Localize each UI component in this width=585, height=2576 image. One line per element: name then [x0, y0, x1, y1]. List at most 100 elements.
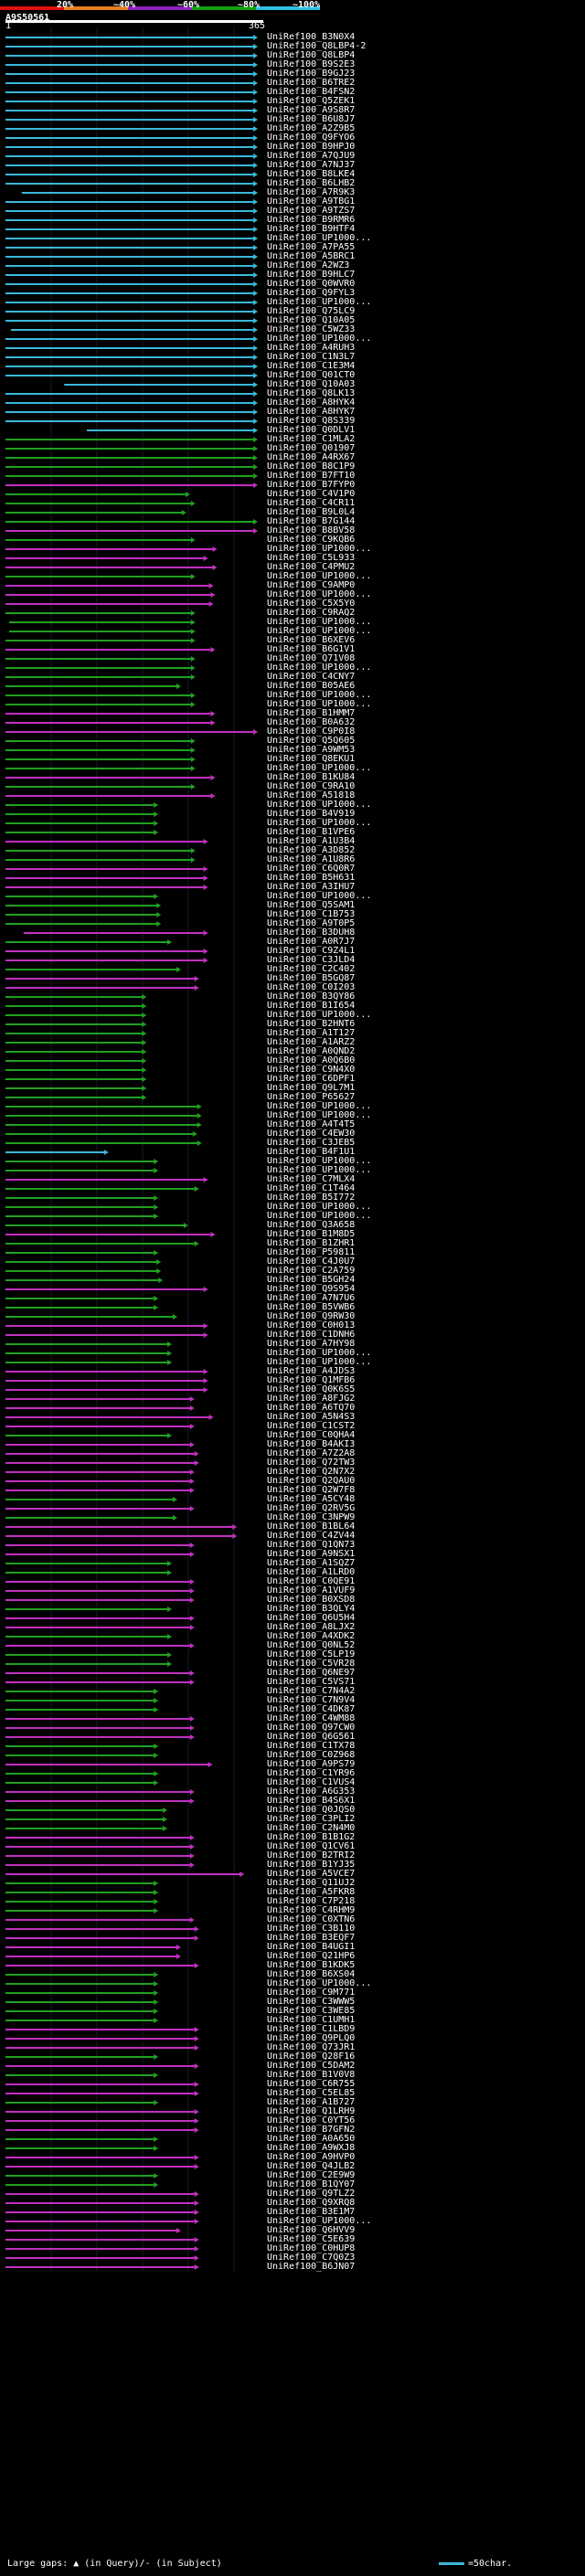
hit-label[interactable]: UniRef100_Q73JR1 [267, 2042, 356, 2052]
hit-label[interactable]: UniRef100_UP1000... [267, 1165, 372, 1175]
hit-label[interactable]: UniRef100_C5L933 [267, 553, 356, 563]
hit-label[interactable]: UniRef100_Q2W7F8 [267, 1485, 356, 1495]
hit-label[interactable]: UniRef100_B5GQ87 [267, 973, 356, 983]
hit-label[interactable]: UniRef100_B3DUH8 [267, 928, 356, 938]
hit-label[interactable]: UniRef100_UP1000... [267, 690, 372, 700]
hit-label[interactable]: UniRef100_B8BV58 [267, 525, 356, 535]
hit-label[interactable]: UniRef100_Q3A658 [267, 1220, 356, 1230]
hit-label[interactable]: UniRef100_A9S8R7 [267, 105, 356, 115]
hit-label[interactable]: UniRef100_UP1000... [267, 1010, 372, 1020]
hit-label[interactable]: UniRef100_UP1000... [267, 1978, 372, 1988]
hit-label[interactable]: UniRef100_A7R9K3 [267, 187, 356, 197]
hit-label[interactable]: UniRef100_B9GJ23 [267, 69, 356, 79]
hit-label[interactable]: UniRef100_Q9PLQ0 [267, 2033, 356, 2043]
hit-label[interactable]: UniRef100_Q6NE97 [267, 1668, 356, 1678]
hit-label[interactable]: UniRef100_P65627 [267, 1092, 356, 1102]
hit-label[interactable]: UniRef100_B8LKE4 [267, 169, 356, 179]
hit-label[interactable]: UniRef100_Q5Q605 [267, 736, 356, 746]
hit-label[interactable]: UniRef100_B7G144 [267, 516, 356, 526]
hit-label[interactable]: UniRef100_A9NSX1 [267, 1549, 356, 1559]
hit-label[interactable]: UniRef100_A2Z9B5 [267, 123, 356, 133]
hit-label[interactable]: UniRef100_C1TX78 [267, 1741, 356, 1751]
hit-label[interactable]: UniRef100_Q97CW0 [267, 1723, 356, 1733]
hit-label[interactable]: UniRef100_A9WXJ8 [267, 2143, 356, 2153]
hit-label[interactable]: UniRef100_C5E639 [267, 2234, 356, 2244]
hit-label[interactable]: UniRef100_C1YR96 [267, 1768, 356, 1778]
hit-label[interactable]: UniRef100_C2N4M0 [267, 1823, 356, 1833]
hit-label[interactable]: UniRef100_Q6G561 [267, 1732, 356, 1742]
hit-label[interactable]: UniRef100_C3JEB5 [267, 1138, 356, 1148]
hit-label[interactable]: UniRef100_UP1000... [267, 571, 372, 581]
hit-label[interactable]: UniRef100_B1YJ35 [267, 1860, 356, 1870]
hit-label[interactable]: UniRef100_Q21HP6 [267, 1951, 356, 1961]
hit-label[interactable]: UniRef100_Q8EKU1 [267, 754, 356, 764]
hit-label[interactable]: UniRef100_A9T0P5 [267, 918, 356, 928]
hit-label[interactable]: UniRef100_A4JDS3 [267, 1366, 356, 1376]
hit-label[interactable]: UniRef100_B4FSN2 [267, 87, 356, 97]
hit-label[interactable]: UniRef100_C7N9V4 [267, 1695, 356, 1705]
hit-label[interactable]: UniRef100_C3WE85 [267, 2006, 356, 2016]
hit-label[interactable]: UniRef100_B0A632 [267, 717, 356, 727]
hit-label[interactable]: UniRef100_C9RA10 [267, 781, 356, 791]
hit-label[interactable]: UniRef100_P59811 [267, 1247, 356, 1257]
hit-label[interactable]: UniRef100_C9N4X0 [267, 1065, 356, 1075]
hit-label[interactable]: UniRef100_B3N0X4 [267, 32, 356, 42]
hit-label[interactable]: UniRef100_C0Z968 [267, 1750, 356, 1760]
hit-label[interactable]: UniRef100_A4RX67 [267, 452, 356, 462]
hit-label[interactable]: UniRef100_Q5SAM1 [267, 900, 356, 910]
hit-label[interactable]: UniRef100_Q8LBP4 [267, 50, 356, 60]
hit-label[interactable]: UniRef100_A7Z2A8 [267, 1448, 356, 1458]
hit-label[interactable]: UniRef100_C0XTN6 [267, 1914, 356, 1924]
hit-label[interactable]: UniRef100_C4PMU2 [267, 562, 356, 572]
hit-label[interactable]: UniRef100_C0YT56 [267, 2115, 356, 2125]
hit-label[interactable]: UniRef100_C4V1P0 [267, 489, 356, 499]
hit-label[interactable]: UniRef100_B7FYP0 [267, 480, 356, 490]
hit-label[interactable]: UniRef100_A9TZS7 [267, 206, 356, 216]
hit-label[interactable]: UniRef100_C9M771 [267, 1988, 356, 1998]
hit-label[interactable]: UniRef100_UP1000... [267, 763, 372, 773]
hit-label[interactable]: UniRef100_B1V0V8 [267, 2070, 356, 2080]
hit-label[interactable]: UniRef100_A1U3B4 [267, 836, 356, 846]
hit-label[interactable]: UniRef100_Q8S339 [267, 416, 356, 426]
hit-label[interactable]: UniRef100_B9L0L4 [267, 507, 356, 517]
hit-label[interactable]: UniRef100_Q2N7X2 [267, 1467, 356, 1477]
hit-label[interactable]: UniRef100_UP1000... [267, 2216, 372, 2226]
hit-label[interactable]: UniRef100_C1MLA2 [267, 434, 356, 444]
hit-label[interactable]: UniRef100_Q9XRQ8 [267, 2198, 356, 2208]
hit-label[interactable]: UniRef100_B5H631 [267, 873, 356, 883]
hit-label[interactable]: UniRef100_B9RMR6 [267, 215, 356, 225]
hit-label[interactable]: UniRef100_A7N7U6 [267, 1293, 356, 1303]
hit-label[interactable]: UniRef100_C0H013 [267, 1320, 356, 1330]
hit-label[interactable]: UniRef100_A9WM53 [267, 745, 356, 755]
hit-label[interactable]: UniRef100_Q1LRH9 [267, 2106, 356, 2116]
hit-label[interactable]: UniRef100_B6G1V1 [267, 644, 356, 654]
hit-label[interactable]: UniRef100_A4XDK2 [267, 1631, 356, 1641]
hit-label[interactable]: UniRef100_C3WWW5 [267, 1997, 356, 2007]
hit-label[interactable]: UniRef100_B1KU84 [267, 772, 356, 782]
hit-label[interactable]: UniRef100_A0QND2 [267, 1046, 356, 1056]
hit-label[interactable]: UniRef100_C4ZV44 [267, 1531, 356, 1541]
hit-label[interactable]: UniRef100_A1VUF9 [267, 1585, 356, 1595]
hit-label[interactable]: UniRef100_Q0WVR0 [267, 279, 356, 289]
hit-label[interactable]: UniRef100_C9Z4L1 [267, 946, 356, 956]
hit-label[interactable]: UniRef100_B1ZHR1 [267, 1238, 356, 1248]
hit-label[interactable]: UniRef100_Q4JLB2 [267, 2161, 356, 2171]
hit-label[interactable]: UniRef100_B7GFN2 [267, 2125, 356, 2135]
hit-label[interactable]: UniRef100_C3JLD4 [267, 955, 356, 965]
hit-label[interactable]: UniRef100_A8HYK7 [267, 407, 356, 417]
hit-label[interactable]: UniRef100_A5CY48 [267, 1494, 356, 1504]
hit-label[interactable]: UniRef100_A9PS79 [267, 1759, 356, 1769]
hit-label[interactable]: UniRef100_C1E3M4 [267, 361, 356, 371]
hit-label[interactable]: UniRef100_A7NJ37 [267, 160, 356, 170]
hit-label[interactable]: UniRef100_B8C1P9 [267, 461, 356, 472]
hit-label[interactable]: UniRef100_C6Q0R7 [267, 864, 356, 874]
hit-label[interactable]: UniRef100_C4J0U7 [267, 1256, 356, 1267]
hit-label[interactable]: UniRef100_C5X5Y0 [267, 599, 356, 609]
hit-label[interactable]: UniRef100_Q0K6S5 [267, 1384, 356, 1394]
hit-label[interactable]: UniRef100_A3IHU7 [267, 882, 356, 892]
hit-label[interactable]: UniRef100_UP1000... [267, 1211, 372, 1221]
hit-label[interactable]: UniRef100_A5FKR8 [267, 1887, 356, 1897]
hit-label[interactable]: UniRef100_Q6HVV9 [267, 2225, 356, 2235]
hit-label[interactable]: UniRef100_Q0NL52 [267, 1640, 356, 1650]
hit-label[interactable]: UniRef100_C7N4A2 [267, 1686, 356, 1696]
